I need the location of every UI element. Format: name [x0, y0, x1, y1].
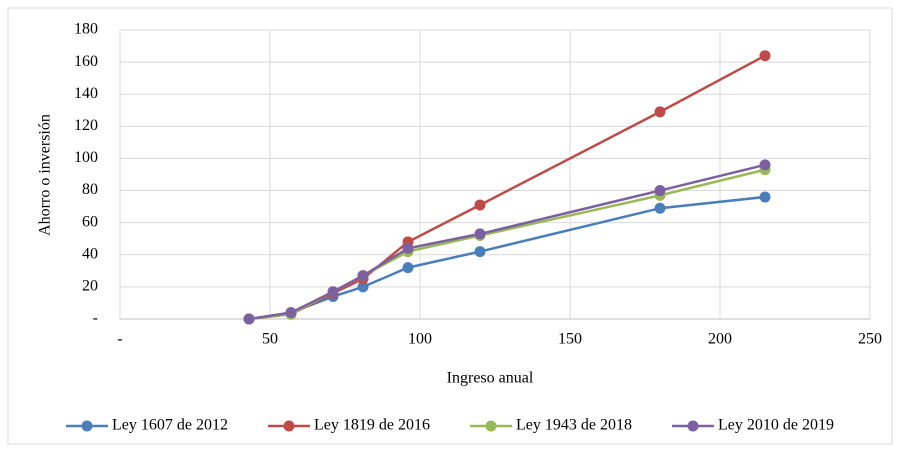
x-tick-label: 100: [408, 331, 432, 348]
x-tick-label: -: [117, 331, 122, 348]
point: [327, 286, 339, 298]
y-tick-label: 100: [74, 149, 98, 166]
series-line: [248, 163, 766, 321]
point: [474, 246, 486, 258]
y-tick-label: 140: [74, 85, 98, 102]
point: [759, 191, 771, 203]
y-axis-title: Ahorro o inversión: [37, 114, 54, 236]
point: [474, 199, 486, 211]
point: [759, 159, 771, 171]
legend-label: Ley 1819 de 2016: [314, 417, 430, 434]
y-tick-label: -: [93, 310, 98, 327]
y-tick-label: 180: [74, 21, 98, 38]
point: [474, 228, 486, 240]
x-tick-label: 150: [558, 331, 582, 348]
x-tick-label: 50: [262, 331, 278, 348]
legend-label: Ley 2010 de 2019: [718, 417, 834, 434]
point: [654, 185, 666, 197]
point: [759, 50, 771, 62]
point: [654, 106, 666, 118]
point: [357, 270, 369, 282]
y-tick-label: 160: [74, 53, 98, 70]
y-tick-label: 120: [74, 117, 98, 134]
y-tick-label: 60: [82, 213, 98, 230]
point: [402, 262, 414, 274]
legend-label: Ley 1607 de 2012: [112, 417, 228, 434]
x-tick-label: 250: [858, 331, 882, 348]
y-tick-label: 80: [82, 181, 98, 198]
x-tick-label: 200: [708, 331, 732, 348]
point: [654, 202, 666, 214]
point: [357, 281, 369, 293]
chart-border: [7, 7, 893, 445]
legend-marker: [81, 420, 93, 432]
legend-label: Ley 1943 de 2018: [516, 417, 632, 434]
point: [243, 313, 255, 325]
legend-marker: [687, 420, 699, 432]
y-tick-label: 40: [82, 245, 98, 262]
x-axis-title: Ingreso anual: [447, 370, 534, 387]
point: [285, 307, 297, 319]
y-tick-label: 20: [82, 278, 98, 295]
legend-marker: [485, 420, 497, 432]
legend-marker: [283, 420, 295, 432]
point: [402, 242, 414, 254]
